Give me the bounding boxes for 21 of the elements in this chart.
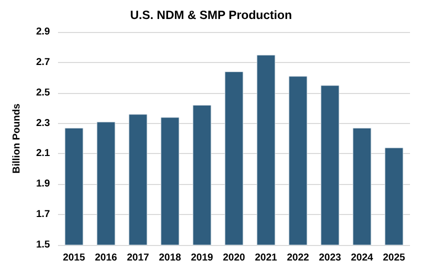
y-tick-label: 2.7 <box>36 56 50 68</box>
y-axis-title: Billion Pounds <box>12 103 22 174</box>
x-tick-label: 2020 <box>222 252 246 264</box>
y-tick-label: 1.9 <box>36 178 50 190</box>
x-tick-label: 2023 <box>318 252 342 264</box>
x-tick-label: 2021 <box>254 252 278 264</box>
x-tick-label: 2017 <box>126 252 150 264</box>
x-tick-label: 2015 <box>62 252 86 264</box>
x-tick-label: 2025 <box>382 252 406 264</box>
y-tick-label: 1.7 <box>36 209 50 220</box>
chart-title: U.S. NDM & SMP Production <box>130 8 292 22</box>
x-tick-label: 2024 <box>350 252 374 264</box>
y-tick-label: 2.5 <box>36 87 50 98</box>
y-tick-label: 1.5 <box>36 240 50 250</box>
x-tick-label: 2016 <box>94 252 118 264</box>
x-tick-label: 2022 <box>286 252 310 264</box>
y-tick-label: 2.9 <box>36 26 50 38</box>
x-tick-label: 2018 <box>158 252 182 264</box>
y-tick-label: 2.3 <box>36 118 50 129</box>
x-tick-label: 2019 <box>190 252 214 264</box>
y-tick-label: 2.1 <box>36 148 50 160</box>
